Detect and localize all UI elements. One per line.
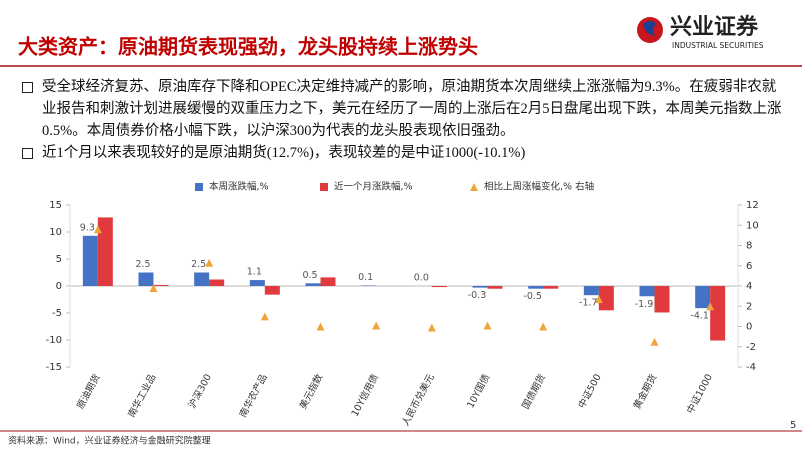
page-number: 5 — [790, 420, 796, 431]
bullet: 近1个月以来表现较好的是原油期货(12.7%)，表现较差的是中证1000(-10… — [20, 142, 790, 164]
x-tick-label: 原油期货 — [74, 372, 102, 411]
triangle-marker — [149, 284, 158, 293]
value-label: -1.7 — [579, 298, 598, 309]
logo-name: 兴业证券 — [670, 14, 759, 40]
bar — [598, 286, 614, 311]
bar — [305, 283, 321, 286]
bar — [543, 286, 559, 289]
bar — [695, 286, 711, 309]
y2-tick-label: 12 — [746, 200, 759, 211]
triangle-marker — [316, 322, 325, 331]
y2-tick-label: 4 — [746, 281, 752, 292]
x-tick-label: 沪深300 — [186, 372, 214, 410]
bar — [138, 272, 154, 286]
x-tick-label: 南华工业品 — [125, 372, 158, 420]
bar — [82, 235, 98, 286]
y-tick-label: -15 — [46, 362, 62, 373]
x-tick-label: 国债期货 — [520, 372, 548, 411]
triangle-marker — [483, 321, 492, 330]
bar — [528, 286, 544, 289]
bullet-list: 受全球经济复苏、原油库存下降和OPEC决定维持减产的影响，原油期货本次周继续上涨… — [20, 76, 790, 164]
bar — [249, 280, 265, 286]
bar — [153, 284, 169, 286]
triangle-marker — [650, 337, 659, 346]
triangle-marker — [594, 295, 603, 304]
x-tick-label: 人民币兑美元 — [399, 372, 437, 428]
y-tick-label: 5 — [56, 254, 62, 265]
value-label: -0.5 — [523, 291, 542, 302]
bar — [487, 286, 503, 289]
legend-marker — [470, 183, 478, 191]
value-label: 0.1 — [358, 272, 373, 283]
bar — [431, 286, 447, 288]
legend-marker — [195, 183, 203, 191]
value-label: 2.5 — [191, 259, 206, 270]
bar — [472, 286, 488, 288]
value-label: -1.9 — [635, 299, 654, 310]
y-tick-label: -10 — [46, 335, 62, 346]
triangle-marker — [427, 323, 436, 332]
y2-tick-label: 10 — [746, 220, 759, 231]
triangle-marker — [706, 302, 715, 311]
y2-tick-label: -2 — [746, 342, 756, 353]
legend-label: 本周涨跌幅,% — [209, 181, 269, 193]
y-tick-label: 15 — [49, 200, 62, 211]
y-tick-label: 0 — [56, 281, 62, 292]
x-tick-label: 10Y国债 — [464, 372, 492, 411]
y2-tick-label: 0 — [746, 322, 752, 333]
y-tick-label: 10 — [49, 227, 62, 238]
triangle-marker — [205, 258, 214, 267]
source: 资料来源：Wind，兴业证券经济与金融研究院整理 — [8, 435, 211, 447]
x-tick-label: 黄金期货 — [631, 372, 659, 411]
x-tick-label: 中证1000 — [684, 372, 715, 416]
bullet: 受全球经济复苏、原油库存下降和OPEC决定维持减产的影响，原油期货本次周继续上涨… — [20, 76, 790, 142]
y-tick-label: -5 — [52, 308, 62, 319]
bar — [194, 272, 210, 286]
bar — [97, 217, 113, 286]
bar — [583, 286, 599, 296]
value-label: 9.3 — [80, 222, 95, 233]
bar — [654, 286, 670, 313]
y2-tick-label: 8 — [746, 241, 752, 252]
x-tick-label: 10Y信用债 — [349, 372, 382, 419]
slide-title: 大类资产：原油期货表现强劲，龙头股持续上涨势头 — [18, 35, 478, 59]
bar — [264, 286, 280, 295]
y2-tick-label: 6 — [746, 261, 752, 272]
logo-icon-inner — [643, 21, 657, 36]
x-tick-label: 中证500 — [576, 372, 604, 410]
y2-tick-label: -4 — [746, 362, 756, 373]
value-label: -0.3 — [468, 290, 487, 301]
logo-sub: INDUSTRIAL SECURITIES — [672, 41, 764, 50]
value-label: 1.1 — [247, 267, 262, 278]
bar — [209, 279, 225, 286]
triangle-marker — [93, 225, 102, 234]
legend-label: 相比上周涨幅变化,% 右轴 — [484, 181, 594, 193]
bar — [639, 286, 655, 297]
triangle-marker — [372, 321, 381, 330]
x-tick-label: 南华农产品 — [237, 372, 270, 420]
bar — [361, 285, 377, 286]
value-label: 2.5 — [135, 259, 150, 270]
legend-label: 近一个月涨跌幅,% — [334, 181, 413, 193]
bar — [320, 277, 336, 286]
value-label: -4.1 — [690, 311, 709, 322]
bar — [710, 286, 726, 341]
y2-tick-label: 2 — [746, 301, 752, 312]
triangle-marker — [539, 322, 548, 331]
value-label: 0.0 — [414, 273, 429, 284]
triangle-marker — [260, 312, 269, 321]
x-tick-label: 美元指数 — [297, 372, 326, 412]
value-label: 0.5 — [302, 270, 317, 281]
legend-marker — [320, 183, 328, 191]
